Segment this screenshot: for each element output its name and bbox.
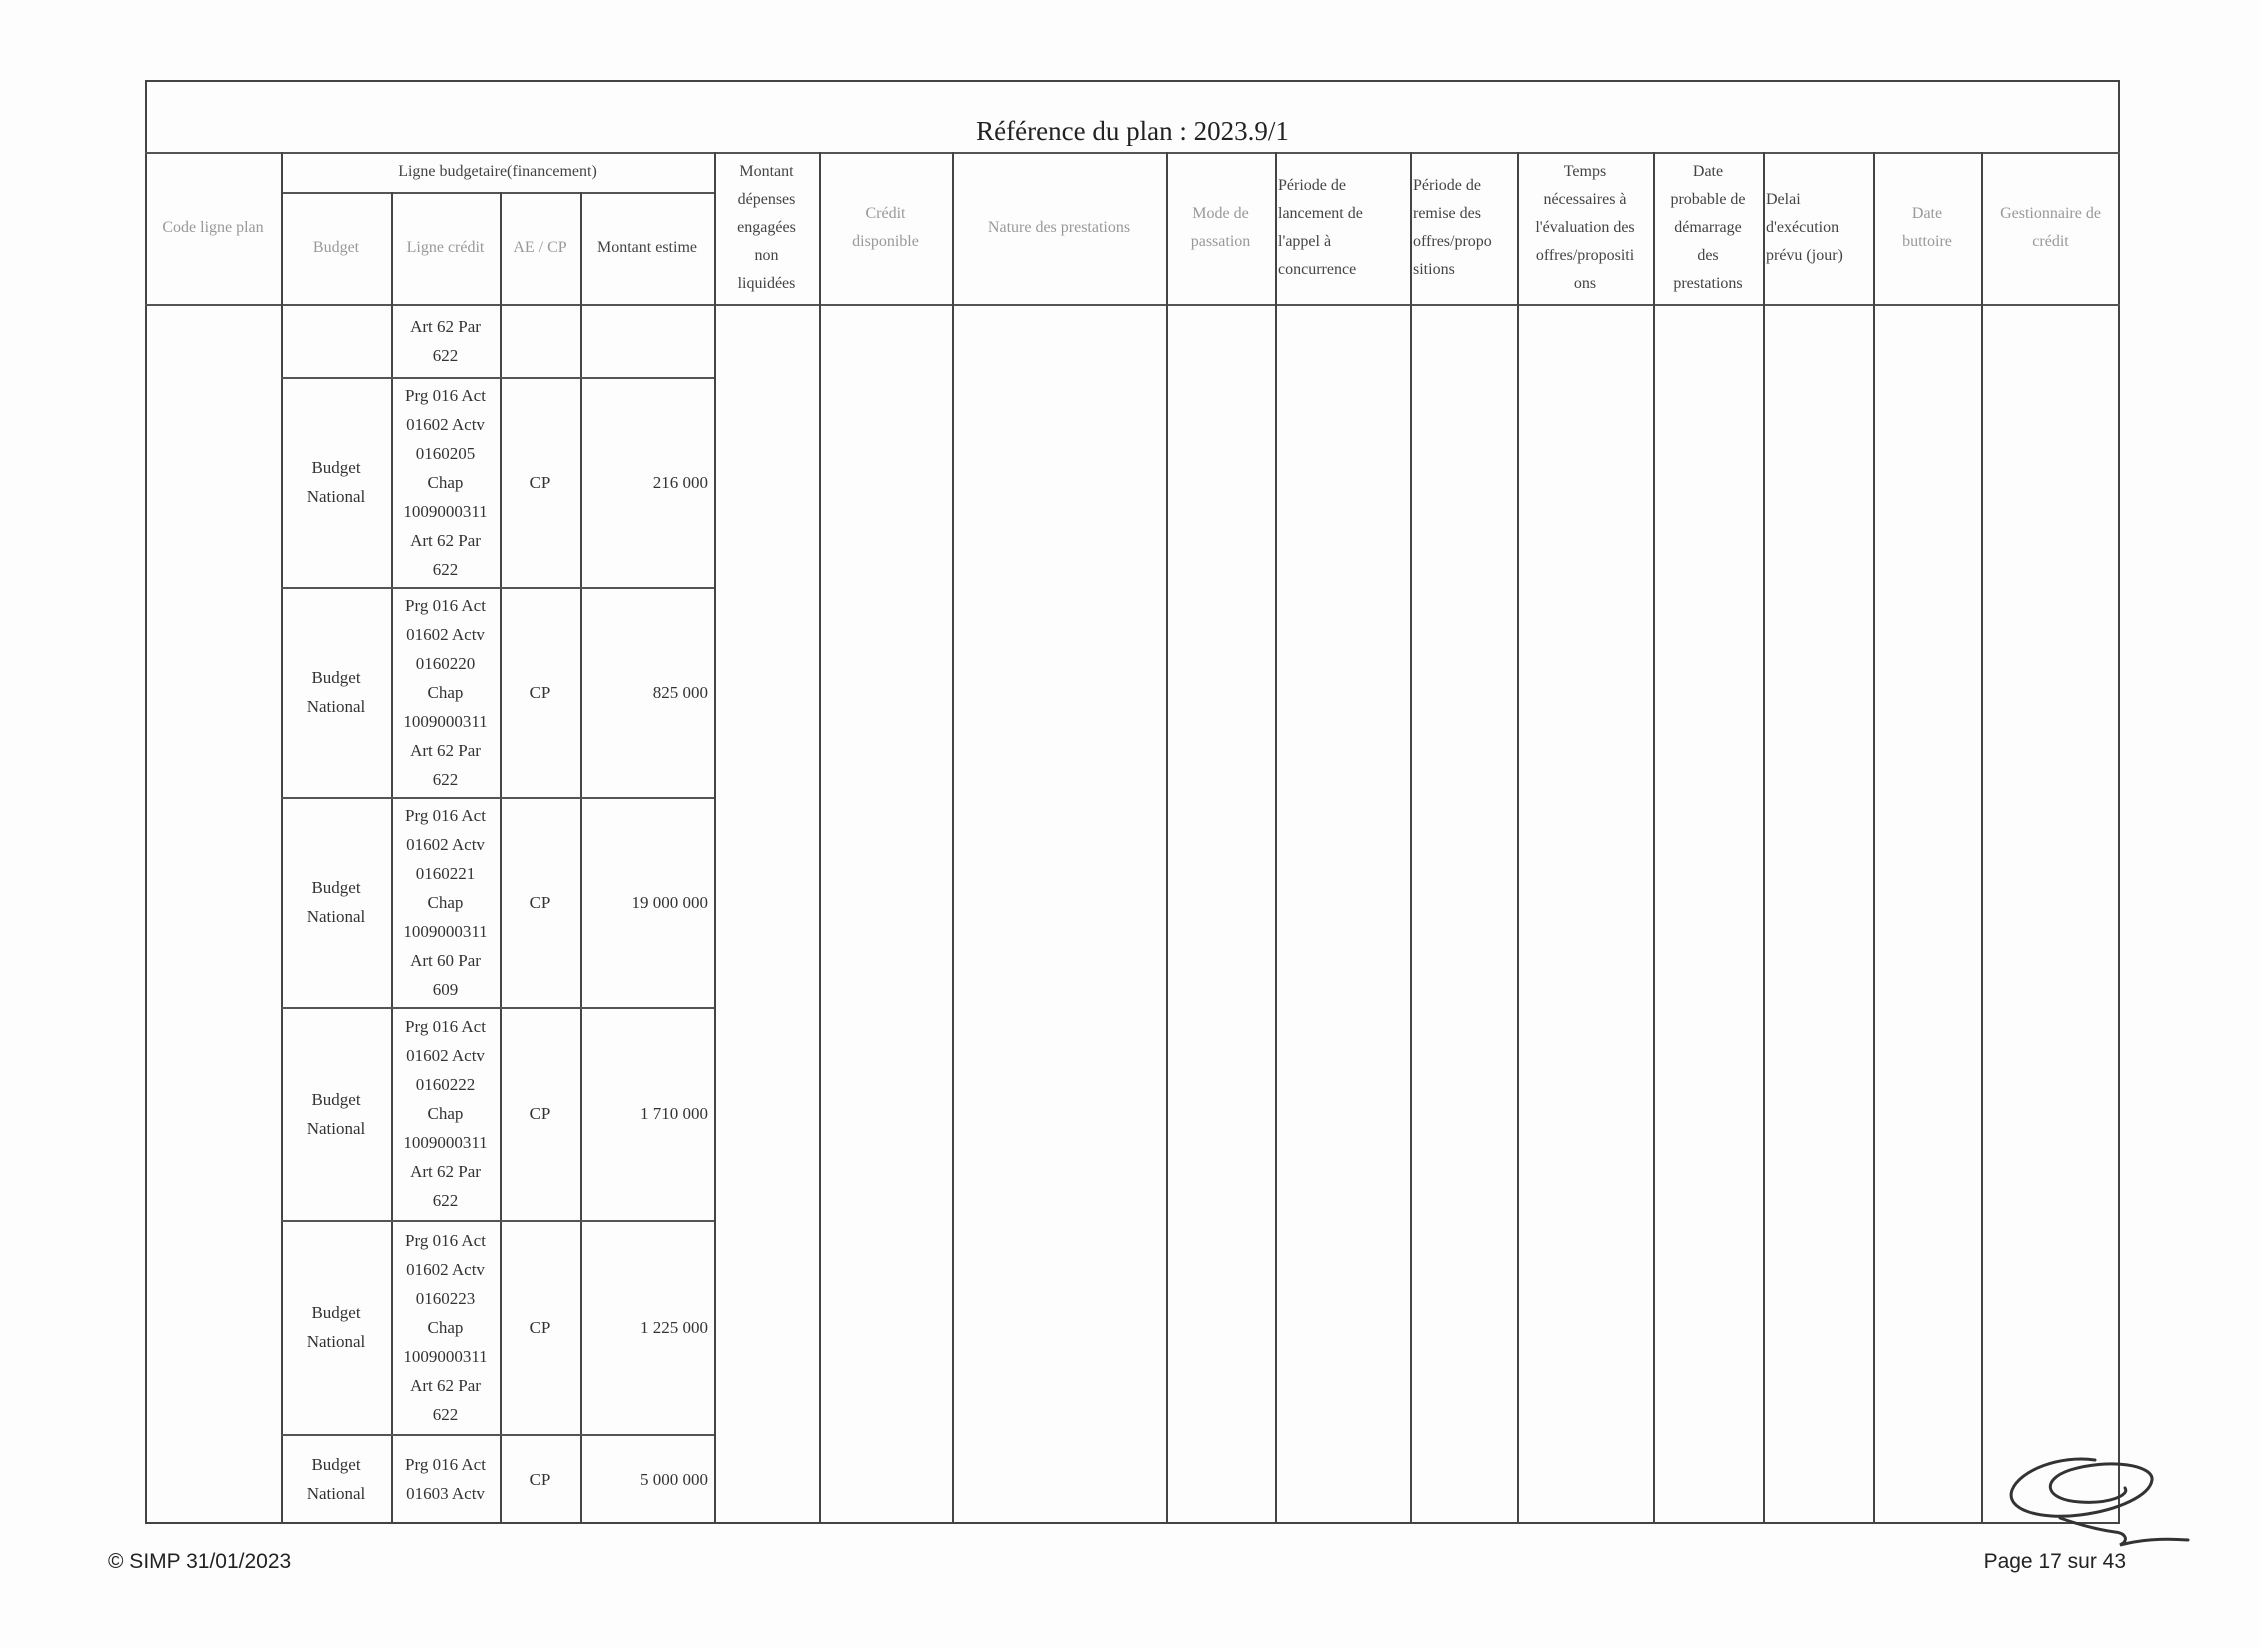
row-divider bbox=[281, 797, 714, 799]
header-code-ligne-plan: Code ligne plan bbox=[162, 219, 264, 236]
header-ae-cp: AE / CP bbox=[513, 239, 567, 256]
cell-ligne-credit: Art 62 Par 622 bbox=[410, 316, 481, 365]
header-montant-depenses: Montant dépenses engagées non liquidées bbox=[737, 163, 796, 292]
column-divider bbox=[952, 152, 954, 1524]
column-divider bbox=[1166, 152, 1168, 1524]
header-date-butoire: Date buttoire bbox=[1902, 205, 1952, 250]
cell-ligne-credit: Prg 016 Act 01602 Actv 0160205 Chap 1009… bbox=[403, 385, 488, 579]
column-divider bbox=[281, 152, 283, 1524]
cell-ae-cp: CP bbox=[529, 892, 551, 912]
cell-montant: 216 000 bbox=[652, 472, 708, 492]
cell-montant: 5 000 000 bbox=[640, 1469, 708, 1489]
signature bbox=[2009, 1457, 2190, 1547]
column-divider bbox=[1873, 152, 1875, 1524]
header-ligne-budgetaire: Ligne budgetaire(financement) bbox=[398, 163, 597, 180]
cell-ae-cp: CP bbox=[529, 472, 551, 492]
column-divider bbox=[1275, 152, 1277, 1524]
cell-ligne-credit: Prg 016 Act 01602 Actv 0160223 Chap 1009… bbox=[403, 1230, 488, 1424]
cell-montant: 1 225 000 bbox=[640, 1317, 708, 1337]
header-bottom-line bbox=[145, 304, 2120, 306]
cell-ligne-credit: Prg 016 Act 01602 Actv 0160221 Chap 1009… bbox=[403, 805, 488, 999]
header-nature-prestations: Nature des prestations bbox=[987, 219, 1131, 236]
cell-budget: Budget National bbox=[306, 458, 366, 506]
cell-ae-cp: CP bbox=[529, 1317, 551, 1337]
footer-page-number: Page 17 sur 43 bbox=[1983, 1550, 2126, 1573]
column-divider bbox=[500, 192, 502, 1524]
footer-copyright: © SIMP 31/01/2023 bbox=[108, 1550, 292, 1573]
column-divider bbox=[580, 192, 582, 1524]
cell-ae-cp: CP bbox=[529, 1104, 551, 1123]
header-credit-disponible: Crédit disponible bbox=[852, 205, 919, 250]
row-divider bbox=[281, 377, 714, 379]
header-periode-lancement: Période de lancement de l'appel à concur… bbox=[1278, 177, 1363, 278]
cell-ae-cp bbox=[500, 304, 580, 377]
header-date-demarrage: Date probable de démarrage des prestatio… bbox=[1670, 163, 1746, 292]
row-divider bbox=[281, 1007, 714, 1009]
column-divider bbox=[714, 152, 716, 1524]
cell-ligne-credit: Prg 016 Act 01603 Actv bbox=[405, 1455, 486, 1503]
plan-reference-title: Référence du plan : 2023.9/1 bbox=[976, 116, 1289, 146]
column-divider bbox=[1653, 152, 1655, 1524]
row-divider bbox=[281, 1434, 714, 1436]
column-divider bbox=[1517, 152, 1519, 1524]
header-budget: Budget bbox=[312, 239, 360, 256]
cell-montant: 825 000 bbox=[652, 682, 708, 702]
column-divider bbox=[1981, 152, 1983, 1524]
cell-montant: 19 000 000 bbox=[631, 892, 709, 912]
cell-ae-cp: CP bbox=[529, 682, 551, 702]
header-mode-passation: Mode de passation bbox=[1190, 205, 1251, 250]
header-montant-estime: Montant estime bbox=[597, 239, 697, 256]
column-divider bbox=[819, 152, 821, 1524]
header-ligne-credit: Ligne crédit bbox=[406, 239, 485, 256]
column-divider bbox=[1410, 152, 1412, 1524]
cell-budget: Budget National bbox=[306, 878, 366, 926]
cell-montant: 1 710 000 bbox=[640, 1104, 708, 1123]
header-delai-execution: Delai d'exécution prévu (jour) bbox=[1766, 191, 1843, 264]
cell-budget: Budget National bbox=[306, 1089, 366, 1138]
cell-ae-cp: CP bbox=[529, 1469, 551, 1489]
cell-budget bbox=[281, 304, 391, 377]
header-top-line bbox=[145, 152, 2120, 154]
row-divider bbox=[281, 1220, 714, 1222]
cell-budget: Budget National bbox=[306, 668, 366, 716]
column-divider bbox=[391, 192, 393, 1524]
table-frame bbox=[145, 80, 2120, 1524]
header-periode-remise: Période de remise des offres/propo sitio… bbox=[1413, 177, 1492, 278]
header-gestionnaire-credit: Gestionnaire de crédit bbox=[2000, 205, 2101, 250]
cell-montant bbox=[580, 304, 714, 377]
cell-ligne-credit: Prg 016 Act 01602 Actv 0160220 Chap 1009… bbox=[403, 595, 488, 789]
header-temps-evaluation: Temps nécessaires à l'évaluation des off… bbox=[1535, 163, 1635, 292]
cell-budget: Budget National bbox=[306, 1303, 366, 1351]
row-divider bbox=[281, 587, 714, 589]
column-divider bbox=[1763, 152, 1765, 1524]
subheader-line bbox=[281, 192, 714, 194]
cell-budget: Budget National bbox=[306, 1455, 366, 1503]
cell-ligne-credit: Prg 016 Act 01602 Actv 0160222 Chap 1009… bbox=[403, 1017, 488, 1210]
